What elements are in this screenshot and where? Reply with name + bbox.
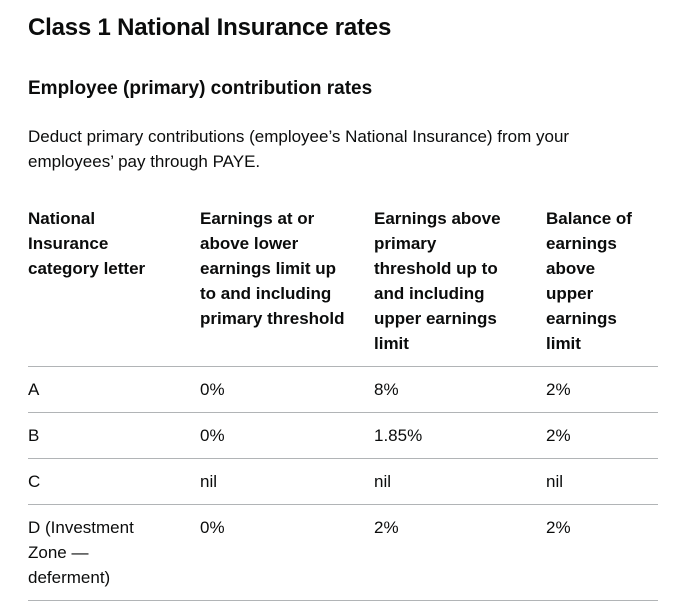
column-header-balance-above-upper: Balance of earnings above upper earnings… [546,206,658,367]
table-header-row: National Insurance category letter Earni… [28,206,658,367]
rate-cell: nil [374,458,546,505]
rate-cell: 0% [200,504,374,601]
table-row-c: C nil nil nil [28,458,658,505]
category-cell: A [28,366,200,413]
section-heading: Employee (primary) contribution rates [28,78,373,99]
rate-cell: 1.85% [374,412,546,459]
page-title: Class 1 National Insurance rates [28,14,392,41]
table-row-a: A 0% 8% 2% [28,366,658,413]
column-header-category: National Insurance category letter [28,206,200,367]
column-header-above-primary-threshold: Earnings above primary threshold up to a… [374,206,546,367]
table-row-b: B 0% 1.85% 2% [28,412,658,459]
rate-cell: 0% [200,412,374,459]
rate-cell: 2% [546,366,658,413]
category-cell: B [28,412,200,459]
rate-cell: 8% [374,366,546,413]
rate-cell: nil [546,458,658,505]
rate-cell: 2% [546,412,658,459]
column-header-lower-earnings: Earnings at or above lower earnings limi… [200,206,374,367]
category-cell: D (Investment Zone — deferment) [28,504,200,601]
intro-paragraph: Deduct primary contributions (employee’s… [28,127,570,171]
rate-cell: 2% [374,504,546,601]
rate-cell: 0% [200,366,374,413]
category-cell: C [28,458,200,505]
table-row-d: D (Investment Zone — deferment) 0% 2% 2% [28,504,658,601]
rate-cell: nil [200,458,374,505]
table-header: National Insurance category letter Earni… [28,206,658,367]
rates-table: National Insurance category letter Earni… [28,206,658,601]
rate-cell: 2% [546,504,658,601]
